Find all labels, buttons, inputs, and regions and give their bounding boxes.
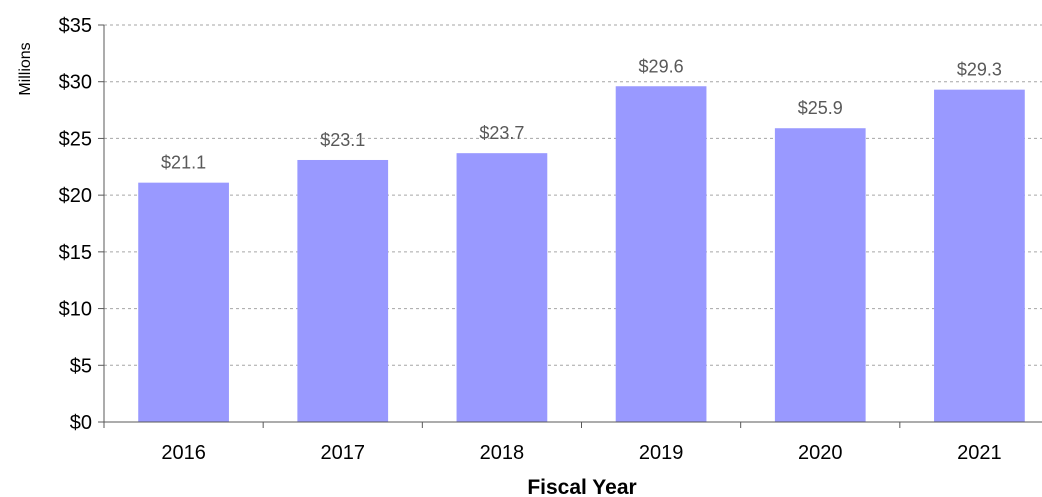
bar: [615, 86, 707, 422]
x-tick-label: 2018: [480, 442, 525, 464]
y-tick-label: $5: [70, 355, 92, 377]
x-axis-title: Fiscal Year: [527, 476, 636, 497]
bars: [138, 86, 1025, 423]
gridlines: [104, 24, 1042, 366]
data-label: $23.7: [479, 123, 524, 143]
y-tick-label: $15: [59, 242, 92, 264]
y-tick-label: $30: [59, 72, 92, 94]
data-labels: $21.1 $23.1 $23.7 $29.6 $25.9 $29.3: [161, 56, 1002, 172]
y-tick-label: $20: [59, 185, 92, 207]
data-label: $25.9: [798, 98, 843, 118]
y-tick-label: $35: [59, 15, 92, 37]
x-tick-label: 2016: [161, 442, 206, 464]
bar: [774, 128, 866, 422]
bar: [934, 89, 1025, 422]
y-tick-label: $10: [59, 299, 92, 321]
x-tick-label: 2019: [639, 442, 684, 464]
y-tick-label: $25: [59, 128, 92, 150]
data-label: $21.1: [161, 153, 206, 173]
y-tick-labels: $0 $5 $10 $15 $20 $25 $30 $35: [59, 15, 92, 434]
x-tick-label: 2021: [957, 442, 1002, 464]
axes: [98, 24, 1042, 428]
data-label: $29.6: [639, 56, 684, 76]
bar: [456, 153, 548, 422]
y-axis-title: Millions: [17, 42, 34, 95]
x-tick-label: 2017: [321, 442, 366, 464]
bar: [138, 182, 229, 422]
bar: [297, 159, 389, 423]
x-tick-label: 2020: [798, 442, 843, 464]
data-label: $29.3: [957, 60, 1002, 80]
x-tick-labels: 2016 2017 2018 2019 2020 2021: [161, 442, 1001, 464]
data-label: $23.1: [320, 130, 365, 150]
y-tick-label: $0: [70, 412, 92, 434]
